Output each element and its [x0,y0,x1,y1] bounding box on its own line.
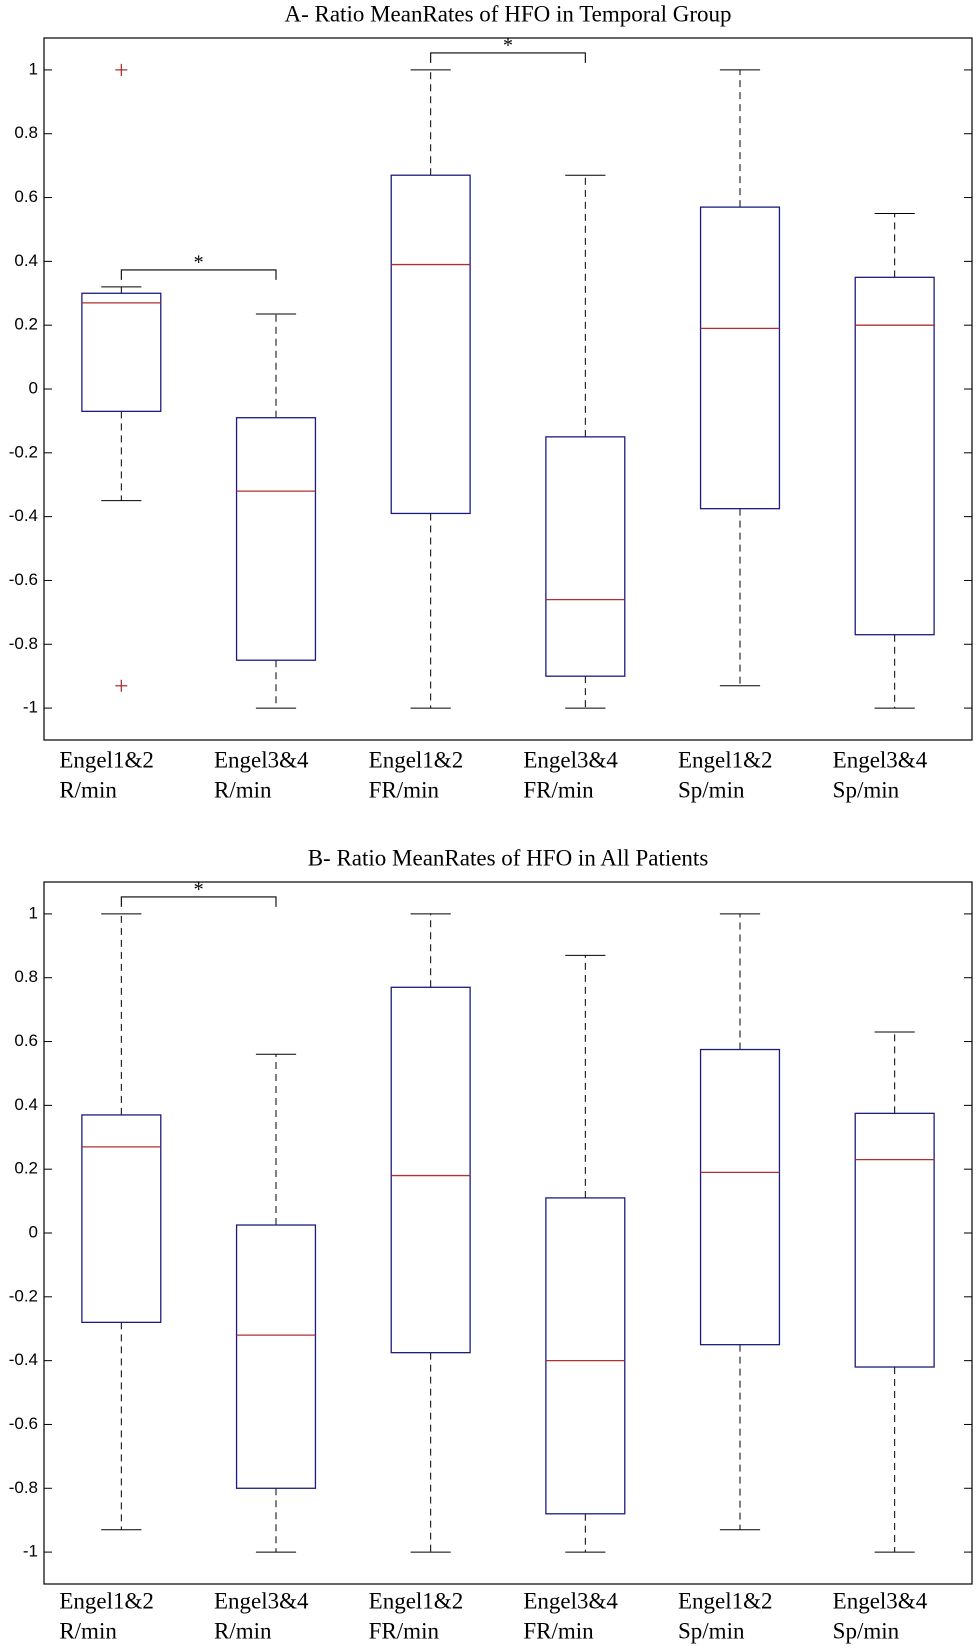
outlier [115,679,128,692]
y-tick-label: 0.4 [14,1095,38,1114]
y-tick-label: -1 [23,1542,38,1561]
y-tick-label: -1 [23,698,38,717]
significance-bracket [120,896,277,907]
x-tick-label: Engel3&4 [833,1588,928,1613]
x-tick-label: Engel3&4 [523,747,618,772]
x-tick-label: Sp/min [833,777,900,802]
plot-frame [43,881,973,1585]
significance-bracket [430,52,586,63]
box [545,436,626,677]
box [545,1197,626,1515]
box [854,276,935,636]
box [854,1112,935,1368]
box [699,206,781,510]
y-tick-label: -0.2 [9,1286,38,1305]
y-tick-label: 0.8 [14,967,38,986]
x-tick-label: Engel3&4 [523,1588,618,1613]
x-tick-label: R/min [59,1618,117,1643]
chart-title: B- Ratio MeanRates of HFO in All Patient… [308,845,709,870]
x-tick-label: Engel1&2 [369,1588,464,1613]
y-tick-label: -0.8 [9,634,38,653]
y-tick-label: -0.6 [9,1414,38,1433]
y-tick-label: 0.6 [14,187,38,206]
box [390,174,471,515]
x-tick-label: Engel1&2 [678,1588,773,1613]
x-tick-label: Sp/min [678,1618,745,1643]
x-tick-label: FR/min [523,1618,594,1643]
y-tick-label: 1 [29,903,38,922]
box [81,292,162,412]
x-tick-label: Engel1&2 [59,1588,154,1613]
y-tick-label: -0.4 [9,506,38,525]
y-tick-label: 0.2 [14,315,38,334]
box [81,1114,162,1323]
plot-frame [43,37,973,741]
x-tick-label: FR/min [369,1618,440,1643]
box [235,1224,317,1489]
significance-label: * [194,879,204,901]
x-tick-label: Engel1&2 [59,747,154,772]
y-tick-label: -0.2 [9,442,38,461]
x-tick-label: FR/min [523,777,594,802]
y-tick-label: 0.6 [14,1031,38,1050]
y-tick-label: -0.8 [9,1478,38,1497]
y-tick-label: -0.4 [9,1350,38,1369]
significance-label: * [503,35,513,57]
box [235,417,317,661]
x-tick-label: R/min [214,1618,272,1643]
y-tick-label: 0.4 [14,251,38,270]
x-tick-label: Engel1&2 [369,747,464,772]
x-tick-label: Sp/min [678,777,745,802]
x-tick-label: R/min [214,777,272,802]
x-tick-label: Sp/min [833,1618,900,1643]
x-tick-label: Engel3&4 [214,747,309,772]
y-tick-label: 0.2 [14,1159,38,1178]
x-tick-label: Engel3&4 [214,1588,309,1613]
x-tick-label: Engel1&2 [678,747,773,772]
y-tick-label: 1 [29,59,38,78]
x-tick-label: R/min [59,777,117,802]
chart-title: A- Ratio MeanRates of HFO in Temporal Gr… [284,1,731,26]
y-tick-label: -0.6 [9,570,38,589]
significance-label: * [194,251,204,273]
box [699,1048,781,1346]
y-tick-label: 0 [29,1222,38,1241]
y-tick-label: 0.8 [14,123,38,142]
box [390,986,471,1354]
y-tick-label: 0 [29,378,38,397]
x-tick-label: Engel3&4 [833,747,928,772]
x-tick-label: FR/min [369,777,440,802]
outlier [115,63,128,76]
significance-bracket [120,269,277,280]
